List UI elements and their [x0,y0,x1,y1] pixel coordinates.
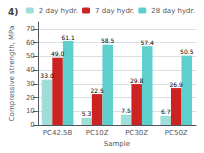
svg-text:7 day hydr.: 7 day hydr. [95,7,134,15]
svg-text:29.8: 29.8 [130,77,144,84]
svg-text:20: 20 [26,94,35,102]
svg-text:5.3: 5.3 [82,110,92,117]
svg-text:30: 30 [26,80,35,88]
svg-text:50.5: 50.5 [180,48,194,55]
svg-text:PC50Z: PC50Z [165,129,188,137]
svg-text:22.5: 22.5 [90,87,104,94]
svg-text:40: 40 [26,66,35,74]
svg-text:60: 60 [26,39,35,47]
svg-text:6.7: 6.7 [161,108,171,115]
svg-text:Sample: Sample [104,140,130,148]
svg-text:70: 70 [26,25,35,33]
svg-text:7.5: 7.5 [121,107,131,114]
svg-text:28 day hydr.: 28 day hydr. [151,7,195,15]
svg-text:PC10Z: PC10Z [86,129,109,137]
svg-text:4): 4) [8,7,18,17]
svg-text:0: 0 [30,121,34,129]
svg-text:57.4: 57.4 [141,39,155,46]
svg-text:10: 10 [26,107,35,115]
svg-text:49.0: 49.0 [51,50,65,57]
svg-text:50: 50 [26,52,35,60]
svg-text:26.9: 26.9 [170,81,184,88]
svg-text:58.5: 58.5 [101,37,115,44]
svg-text:2 day hydr.: 2 day hydr. [39,7,78,15]
svg-text:61.1: 61.1 [61,34,75,41]
svg-text:Compressive strength, MPa: Compressive strength, MPa [8,26,16,122]
svg-text:PC42.5B: PC42.5B [43,129,73,137]
svg-text:33.0: 33.0 [40,72,54,79]
svg-text:PC30Z: PC30Z [125,129,148,137]
